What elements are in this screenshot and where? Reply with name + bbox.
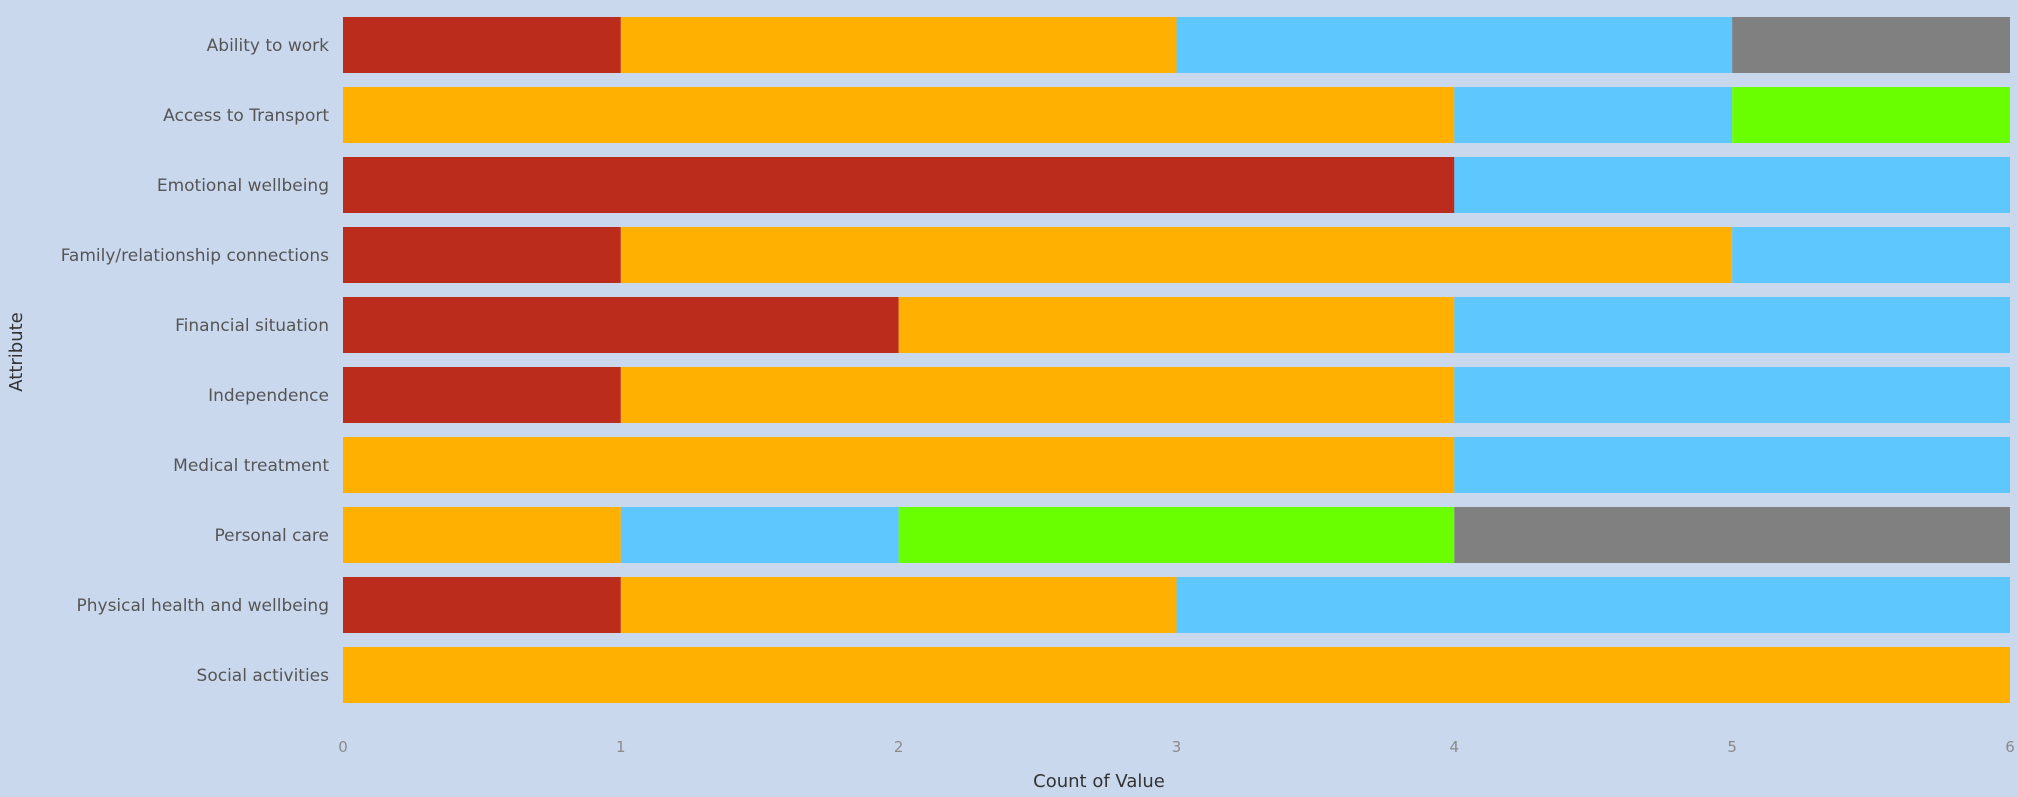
bar-segment[interactable] [620,17,1177,73]
category-label: Personal care [214,526,329,546]
category-label: Medical treatment [173,456,329,476]
category-labels: Ability to work Access to Transport Emotio… [61,36,330,686]
x-tick-label: 5 [1727,738,1737,756]
x-tick-label: 2 [894,738,904,756]
bar-segment[interactable] [1176,577,2011,633]
category-label: Family/relationship connections [61,246,329,266]
bar-segment[interactable] [620,577,1177,633]
bar-segment[interactable] [1454,157,2010,213]
category-label: Access to Transport [163,106,329,126]
category-label: Social activities [197,666,330,686]
bar-segment[interactable] [343,297,899,353]
bar-segment[interactable] [1176,17,1733,73]
category-label: Physical health and wellbeing [76,596,329,616]
bar-segment[interactable] [343,367,621,423]
category-label: Emotional wellbeing [157,176,329,196]
x-tick-label: 6 [2005,738,2015,756]
bars-layer [343,17,2010,703]
bar-segment[interactable] [1454,297,2010,353]
bar-segment[interactable] [343,17,621,73]
bar-segment[interactable] [343,437,1455,493]
x-tick-label: 0 [338,738,348,756]
category-label: Financial situation [175,316,329,336]
bar-segment[interactable] [343,577,621,633]
bar-segment[interactable] [1454,507,2010,563]
y-axis-title: Attribute [6,312,27,391]
bar-segment[interactable] [1454,367,2010,423]
bar-segment[interactable] [1454,437,2010,493]
bar-segment[interactable] [898,507,1455,563]
bar-segment[interactable] [1732,227,2010,283]
category-label: Ability to work [207,36,329,56]
bar-segment[interactable] [1732,87,2010,143]
x-axis-title: Count of Value [1033,771,1165,792]
bar-segment[interactable] [343,227,621,283]
bar-segment[interactable] [343,507,621,563]
bar-segment[interactable] [620,227,1733,283]
bar-segment[interactable] [620,367,1455,423]
x-tick-label: 3 [1172,738,1182,756]
x-tick-label: 4 [1450,738,1460,756]
category-label: Independence [208,386,329,406]
bar-segment[interactable] [343,157,1455,213]
bar-segment[interactable] [343,87,1455,143]
x-tick-label: 1 [616,738,626,756]
bar-segment[interactable] [343,647,2010,703]
x-axis-ticks: 0 1 2 3 4 5 6 [338,738,2015,756]
bar-segment[interactable] [898,297,1455,353]
bar-segment[interactable] [620,507,899,563]
bar-segment[interactable] [1732,17,2010,73]
bar-segment[interactable] [1454,87,1733,143]
